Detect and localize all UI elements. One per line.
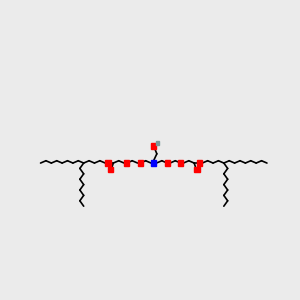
Bar xyxy=(156,142,159,145)
Bar xyxy=(164,160,170,166)
Bar xyxy=(124,160,130,166)
Bar xyxy=(151,143,156,149)
Bar xyxy=(138,160,143,166)
Bar xyxy=(194,167,200,172)
Bar xyxy=(197,160,202,166)
Bar xyxy=(108,167,113,172)
Bar xyxy=(151,160,156,166)
Bar xyxy=(105,160,111,166)
Bar xyxy=(178,160,183,166)
